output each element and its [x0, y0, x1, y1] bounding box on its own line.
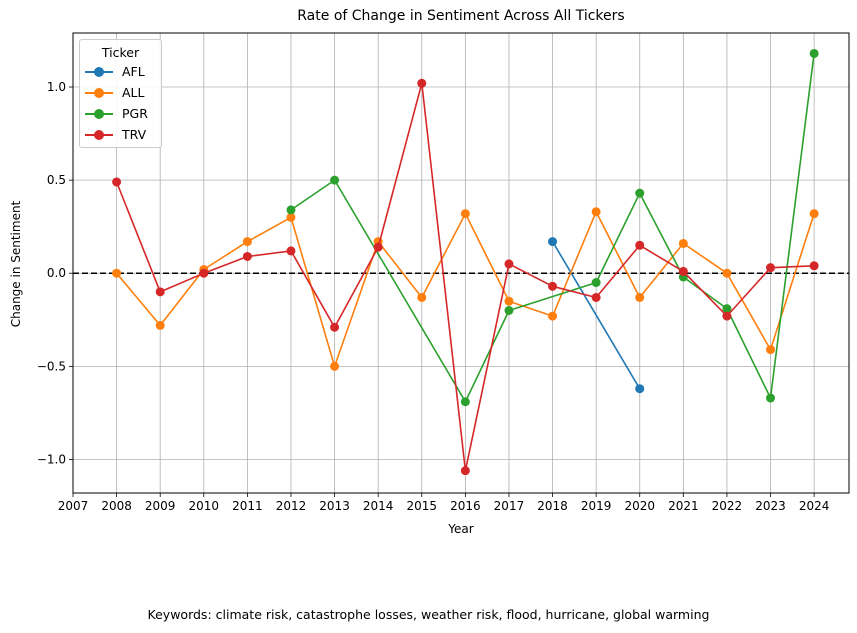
data-point-all	[722, 268, 732, 278]
legend: Ticker AFL ALL PGR TRV	[79, 39, 162, 148]
data-point-trv	[373, 242, 383, 252]
data-point-all	[678, 238, 688, 248]
y-tick-label: −1.0	[37, 452, 66, 466]
legend-label: ALL	[122, 85, 145, 100]
plot-frame	[72, 32, 850, 494]
data-point-pgr	[330, 175, 340, 185]
axis-ticks: 2007 2008 2009 2010 2011 2012 2013 2014 2015 2016…	[37, 80, 830, 513]
data-point-trv	[504, 259, 514, 269]
x-tick-label: 2009	[145, 499, 176, 513]
legend-swatch	[85, 129, 113, 140]
series-line-afl	[551, 241, 641, 390]
data-point-all	[809, 209, 819, 219]
data-point-all	[548, 311, 558, 321]
y-tick-label: 0.0	[47, 266, 66, 280]
data-point-all	[417, 292, 427, 302]
data-point-all	[504, 296, 514, 306]
x-tick-label: 2013	[319, 499, 350, 513]
data-point-trv	[417, 78, 427, 88]
data-point-all	[635, 292, 645, 302]
data-point-pgr	[722, 304, 732, 314]
data-point-all	[242, 237, 252, 247]
legend-item-pgr: PGR	[80, 103, 161, 124]
data-point-trv	[591, 292, 601, 302]
x-tick-label: 2017	[494, 499, 525, 513]
data-point-all	[766, 345, 776, 355]
series-trv	[112, 78, 819, 476]
data-point-trv	[199, 268, 209, 278]
x-tick-label: 2010	[189, 499, 220, 513]
legend-item-afl: AFL	[80, 61, 161, 82]
x-tick-label: 2016	[450, 499, 481, 513]
data-point-all	[330, 361, 340, 371]
x-tick-label: 2011	[232, 499, 263, 513]
series-afl	[548, 237, 645, 394]
data-point-afl	[548, 237, 558, 247]
x-tick-label: 2014	[363, 499, 394, 513]
data-point-pgr	[766, 393, 776, 403]
y-axis-label: Change in Sentiment	[9, 200, 23, 328]
series-pgr	[286, 48, 819, 407]
data-point-pgr	[286, 205, 296, 215]
data-point-trv	[112, 177, 122, 187]
data-point-trv	[242, 251, 252, 261]
data-point-trv	[460, 466, 470, 476]
data-point-all	[112, 268, 122, 278]
data-point-trv	[286, 246, 296, 256]
data-point-trv	[548, 281, 558, 291]
legend-label: AFL	[122, 64, 145, 79]
grid	[72, 33, 849, 493]
legend-swatch	[85, 66, 113, 77]
data-point-pgr	[809, 48, 819, 58]
data-point-trv	[330, 322, 340, 332]
x-tick-label: 2019	[581, 499, 612, 513]
x-tick-label: 2023	[755, 499, 786, 513]
data-point-trv	[155, 287, 165, 297]
x-tick-label: 2018	[537, 499, 568, 513]
legend-item-all: ALL	[80, 82, 161, 103]
x-tick-label: 2015	[406, 499, 437, 513]
legend-item-trv: TRV	[80, 124, 161, 145]
data-point-all	[155, 320, 165, 330]
x-tick-label: 2022	[712, 499, 743, 513]
data-point-pgr	[591, 278, 601, 288]
data-point-trv	[809, 261, 819, 271]
legend-title: Ticker	[101, 45, 140, 60]
data-point-all	[286, 212, 296, 222]
data-point-pgr	[635, 188, 645, 198]
data-point-trv	[722, 311, 732, 321]
data-point-trv	[766, 263, 776, 273]
keywords-footnote: Keywords: climate risk, catastrophe loss…	[147, 607, 710, 622]
y-tick-label: −0.5	[37, 359, 66, 373]
legend-swatch	[85, 108, 113, 119]
series-line-pgr	[290, 53, 815, 403]
data-point-all	[460, 209, 470, 219]
series-lines	[112, 48, 819, 476]
data-point-pgr	[460, 397, 470, 407]
y-tick-label: 0.5	[47, 173, 66, 187]
legend-swatch	[85, 87, 113, 98]
legend-label: TRV	[122, 127, 147, 142]
x-axis-label: Year	[448, 522, 474, 536]
x-tick-label: 2021	[668, 499, 699, 513]
x-tick-label: 2008	[101, 499, 132, 513]
data-point-trv	[635, 240, 645, 250]
data-point-trv	[678, 266, 688, 276]
series-all	[112, 207, 819, 371]
x-tick-label: 2024	[799, 499, 830, 513]
y-tick-label: 1.0	[47, 80, 66, 94]
x-tick-label: 2007	[58, 499, 89, 513]
data-point-all	[591, 207, 601, 217]
legend-label: PGR	[122, 106, 148, 121]
x-tick-label: 2012	[276, 499, 307, 513]
x-tick-label: 2020	[624, 499, 655, 513]
data-point-pgr	[504, 305, 514, 315]
chart-title: Rate of Change in Sentiment Across All T…	[297, 8, 625, 24]
data-point-afl	[635, 384, 645, 394]
